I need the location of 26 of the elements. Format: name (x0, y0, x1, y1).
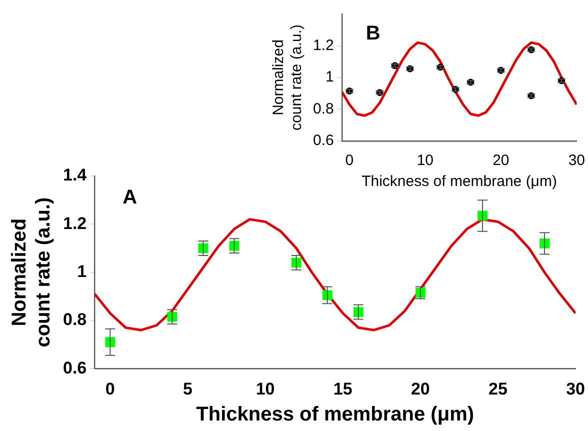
annotation: A (122, 186, 138, 209)
x-tick-label: 30 (566, 379, 586, 398)
x-axis-title: Thickness of membrane (μm) (196, 404, 474, 426)
y-axis-title: Normalized count rate (a.u.) (8, 197, 55, 348)
x-tick-label: 10 (416, 152, 434, 170)
y-tick-label: 1 (326, 68, 334, 86)
y-tick-label: 0.8 (312, 100, 334, 118)
x-axis-title: Thickness of membrane (μm) (362, 173, 557, 190)
y-tick-label: 0.6 (62, 358, 87, 378)
x-tick-label: 0 (105, 379, 115, 398)
x-tick-label: 15 (333, 379, 352, 398)
y-tick-label: 1.2 (312, 36, 334, 54)
x-tick-label: 20 (410, 379, 430, 398)
x-tick-label: 0 (345, 152, 354, 170)
y-tick-label: 1.4 (62, 166, 88, 185)
y-tick-label: 0.8 (62, 310, 87, 330)
y-tick-label: 0.6 (312, 132, 334, 150)
y-tick-label: 1 (77, 262, 87, 281)
x-tick-label: 10 (256, 379, 275, 398)
x-tick-label: 30 (568, 152, 585, 170)
x-tick-label: 25 (488, 379, 508, 398)
y-tick-label: 1.2 (62, 214, 87, 233)
x-tick-label: 5 (182, 379, 192, 398)
x-tick-label: 20 (492, 152, 510, 170)
y-axis-title: Normalized count rate (a.u.) (270, 24, 306, 130)
annotation: B (366, 22, 380, 45)
